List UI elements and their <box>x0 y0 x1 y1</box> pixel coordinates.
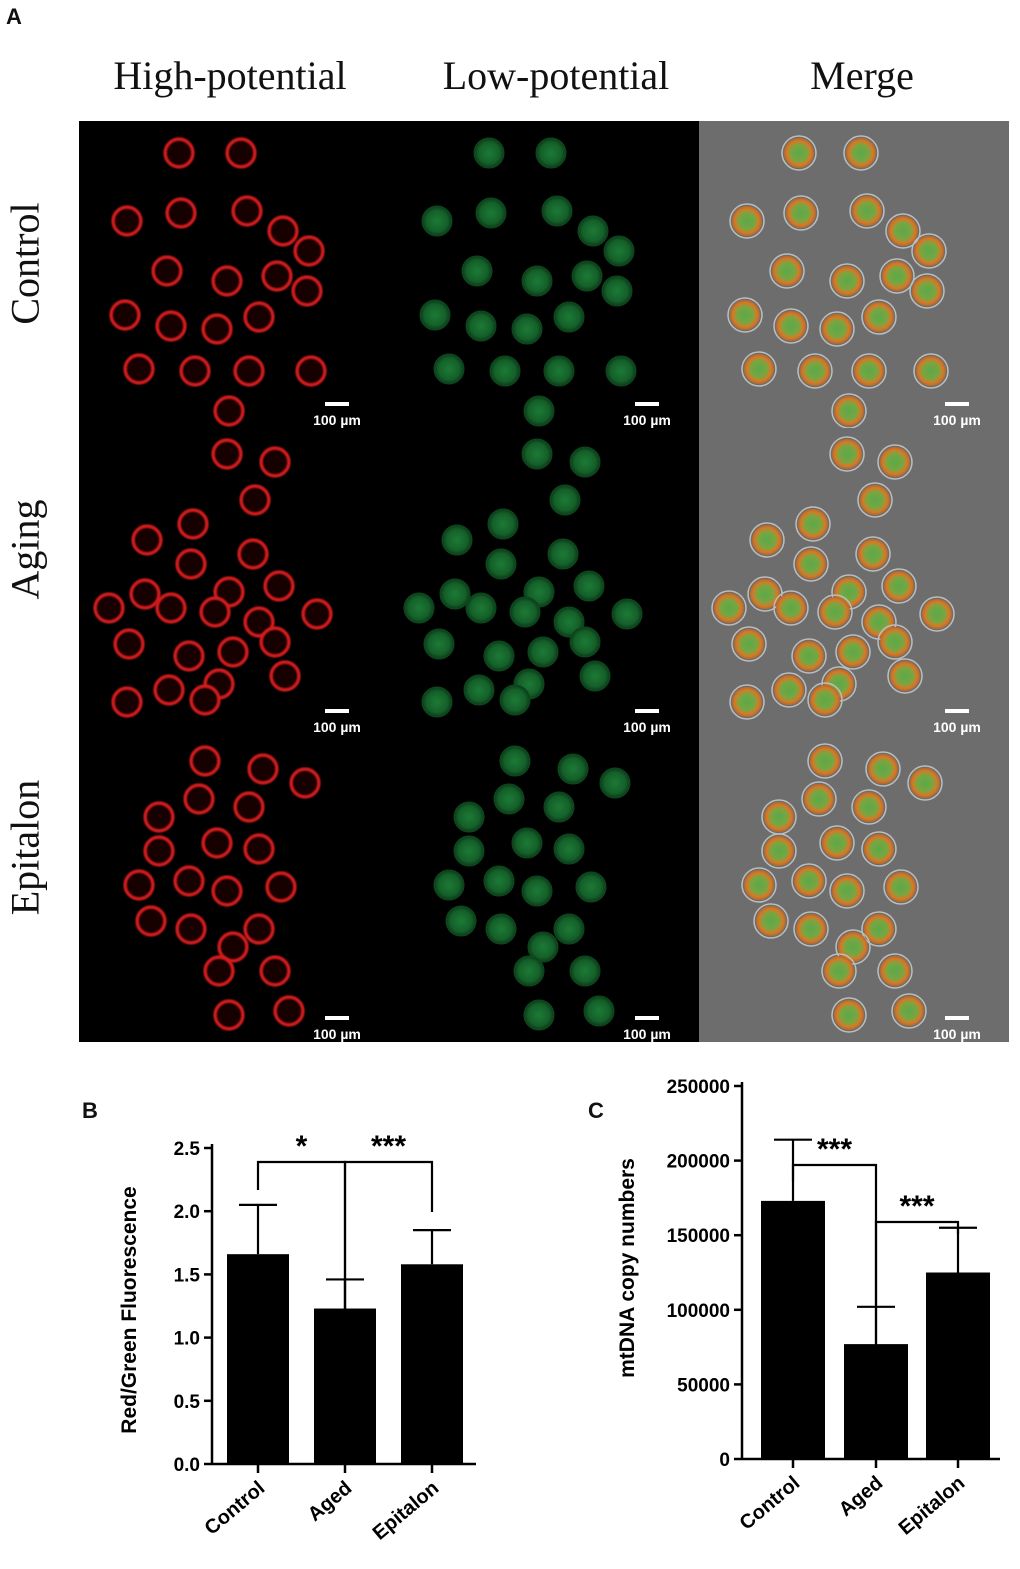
y-tick-label: 100000 <box>667 1301 730 1322</box>
y-tick-label: 150000 <box>667 1226 730 1247</box>
x-tick-label: Aged <box>835 1472 887 1521</box>
x-tick-label: Epitalon <box>369 1477 444 1545</box>
x-tick-label: Aged <box>304 1477 356 1526</box>
y-tick-label: 0.0 <box>174 1455 200 1476</box>
y-tick-label: 0 <box>719 1450 730 1471</box>
chart-b-red-green-fluorescence: 0.0 0.5 1.0 1.5 2.0 2.5 Red/Green Fluorescence… <box>118 1130 476 1545</box>
y-tick-label: 2.5 <box>174 1139 201 1160</box>
bar-epitalon <box>926 1272 990 1459</box>
scale-bar <box>945 402 969 406</box>
scale-bar <box>635 402 659 406</box>
row-header-epitalon: Epitalon <box>2 779 48 916</box>
x-tick-label: Control <box>736 1472 805 1535</box>
scale-bar-label: 100 µm <box>623 412 671 428</box>
y-axis-label: Red/Green Fluorescence <box>118 1186 141 1433</box>
column-header-low-potential: Low-potential <box>442 53 670 98</box>
scale-bar <box>635 709 659 713</box>
scale-bar-label: 100 µm <box>623 719 671 735</box>
significance-bracket <box>791 1163 878 1305</box>
scale-bar-label: 100 µm <box>313 719 361 735</box>
scale-bar-label: 100 µm <box>623 1026 671 1042</box>
y-tick-label: 1.5 <box>174 1265 201 1286</box>
y-tick-label: 250000 <box>667 1077 730 1098</box>
panel-a-label: A <box>6 4 22 29</box>
significance-label: *** <box>817 1133 852 1166</box>
scale-bar <box>325 402 349 406</box>
significance-bracket <box>343 1160 434 1358</box>
bar-control <box>227 1254 289 1464</box>
scale-bar <box>325 1016 349 1020</box>
bar-aged <box>844 1344 908 1459</box>
significance-label: *** <box>899 1190 934 1223</box>
y-tick-label: 50000 <box>677 1375 730 1396</box>
scale-bar <box>945 709 969 713</box>
y-tick-label: 200000 <box>667 1152 730 1173</box>
y-tick-label: 1.0 <box>174 1329 200 1350</box>
significance-label: *** <box>371 1130 406 1163</box>
scale-bar-label: 100 µm <box>313 1026 361 1042</box>
x-tick-label: Epitalon <box>895 1472 970 1540</box>
scale-bar <box>635 1016 659 1020</box>
microscopy-image-grid: 100 µm 100 µm 100 µm 100 µm 100 µm 100 µm 100 … <box>79 121 1009 1042</box>
scale-bar-label: 100 µm <box>313 412 361 428</box>
chart-c-mtdna-copy-numbers: 0 50000 100000 150000 200000 250000 mtDNA copy… <box>616 1077 1000 1540</box>
bar-control <box>761 1200 825 1459</box>
scale-bar <box>325 709 349 713</box>
column-header-merge: Merge <box>810 53 914 98</box>
column-header-high-potential: High-potential <box>113 53 347 98</box>
bar-epitalon <box>401 1264 463 1464</box>
y-tick-label: 0.5 <box>174 1392 201 1413</box>
bar-aged <box>314 1308 376 1464</box>
row-header-control: Control <box>2 202 48 325</box>
scale-bar <box>945 1016 969 1020</box>
scale-bar-label: 100 µm <box>933 412 981 428</box>
significance-label: * <box>296 1130 308 1163</box>
row-header-aging: Aging <box>2 499 48 600</box>
significance-bracket <box>874 1220 960 1362</box>
y-axis-label: mtDNA copy numbers <box>616 1158 639 1378</box>
panel-b-label: B <box>82 1098 98 1123</box>
x-tick-label: Control <box>201 1477 270 1540</box>
scale-bar-label: 100 µm <box>933 719 981 735</box>
panel-c-label: C <box>588 1098 604 1123</box>
y-tick-label: 2.0 <box>174 1202 200 1223</box>
significance-bracket <box>256 1160 347 1358</box>
scale-bar-label: 100 µm <box>933 1026 981 1042</box>
